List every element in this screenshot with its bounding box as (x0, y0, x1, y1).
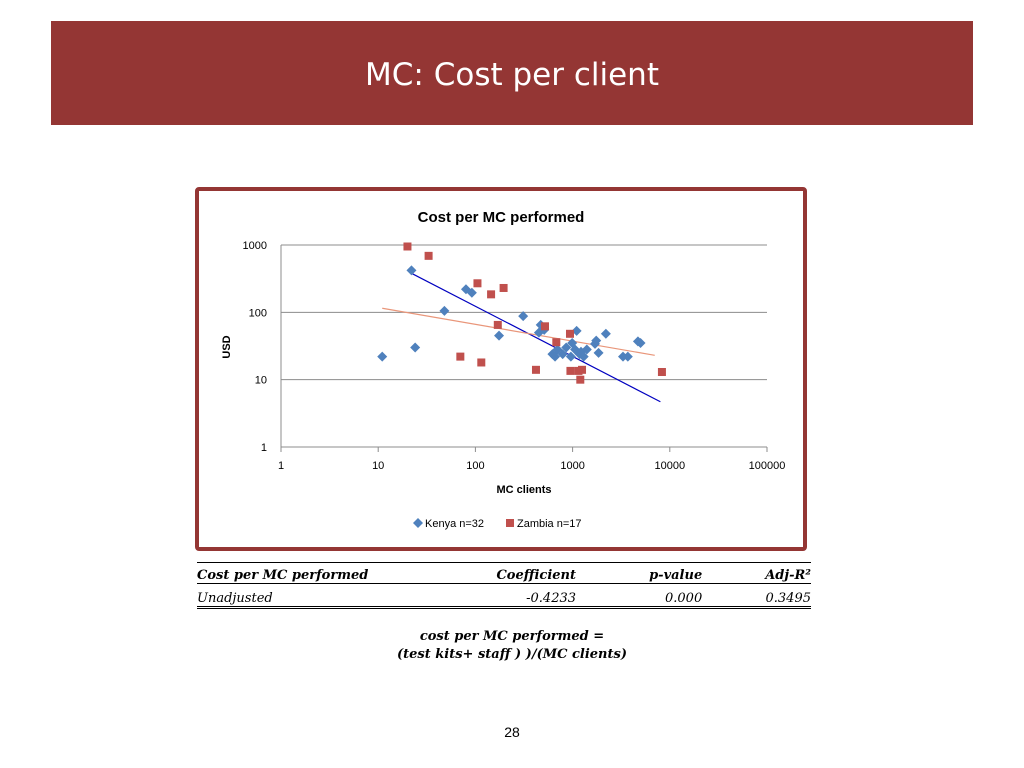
zambia-point (565, 329, 574, 338)
zambia-point (499, 283, 508, 292)
formula-note: cost per MC performed = (test kits+ staf… (300, 628, 724, 664)
chart-axes: 1 10 100 1000 1 10 100 1000 10000 100000 (243, 240, 786, 472)
table-header-row: Cost per MC performed Coefficient p-valu… (197, 562, 811, 584)
scatter-chart: 1 10 100 1000 1 10 100 1000 10000 100000 Cost per… (221, 209, 786, 530)
zambia-point (456, 352, 465, 361)
table-row: Unadjusted -0.4233 0.000 0.3495 (197, 583, 811, 609)
table-header: Cost per MC performed (197, 562, 387, 584)
y-tick-label: 1000 (243, 240, 267, 252)
kenya-point (635, 338, 646, 349)
kenya-point (550, 351, 561, 362)
kenya-point (561, 342, 572, 353)
y-tick-label: 10 (255, 375, 267, 387)
kenya-point (593, 347, 604, 358)
zambia-point (487, 290, 496, 299)
zambia-point (657, 367, 666, 376)
kenya-point (591, 335, 602, 346)
table-cell: 0.3495 (702, 583, 811, 609)
zambia-point (473, 279, 482, 288)
zambia-point (578, 365, 587, 374)
kenya-point (567, 338, 578, 349)
x-tick-label: 100 (466, 460, 484, 472)
kenya-point (571, 325, 582, 336)
legend-diamond-icon (413, 518, 423, 528)
chart-trendlines (382, 272, 661, 403)
table-header: Coefficient (387, 562, 577, 584)
page-number: 28 (504, 724, 520, 740)
table-cell: 0.000 (576, 583, 703, 609)
chart-marks (377, 242, 666, 384)
x-tick-label: 10000 (655, 460, 686, 472)
x-tick-label: 100000 (749, 460, 786, 472)
kenya-point (518, 311, 529, 322)
formula-line: cost per MC performed = (419, 629, 605, 644)
zambia-point (424, 251, 433, 260)
kenya-point (600, 328, 611, 339)
chart-frame: 1 10 100 1000 1 10 100 1000 10000 100000 Cost per… (195, 187, 807, 551)
chart-legend: Kenya n=32 Zambia n=17 (413, 518, 582, 530)
zambia-point (566, 366, 575, 375)
trendline (411, 272, 661, 403)
table-cell: -0.4233 (387, 583, 577, 609)
legend-square-icon (506, 519, 514, 527)
kenya-point (410, 342, 421, 353)
zambia-point (576, 375, 585, 384)
legend-label: Kenya n=32 (425, 518, 484, 530)
trendline (382, 307, 655, 356)
zambia-point (493, 320, 502, 329)
zambia-point (531, 365, 540, 374)
kenya-point (406, 265, 417, 276)
slide-title: MC: Cost per client (365, 57, 659, 93)
zambia-point (540, 322, 549, 331)
kenya-point (552, 344, 563, 355)
chart-grid (281, 244, 767, 448)
kenya-point (581, 344, 592, 355)
x-tick-label: 1 (278, 460, 284, 472)
table-cell: Unadjusted (197, 583, 387, 609)
kenya-point (622, 351, 633, 362)
title-bar: MC: Cost per client (51, 21, 973, 125)
kenya-point (578, 351, 589, 362)
kenya-point (466, 287, 477, 298)
y-tick-label: 100 (249, 307, 267, 319)
zambia-point (552, 338, 561, 347)
x-tick-label: 1000 (560, 460, 584, 472)
legend-label: Zambia n=17 (517, 518, 582, 530)
kenya-point (494, 330, 505, 341)
kenya-point (565, 351, 576, 362)
chart-title: Cost per MC performed (418, 209, 585, 226)
x-axis-label: MC clients (496, 484, 551, 496)
kenya-point (439, 305, 450, 316)
y-tick-label: 1 (261, 442, 267, 454)
regression-table: Cost per MC performed Coefficient p-valu… (197, 562, 811, 609)
kenya-point (377, 351, 388, 362)
zambia-point (477, 358, 486, 367)
table-header: p-value (576, 562, 703, 584)
kenya-point (557, 349, 568, 360)
zambia-point (403, 242, 412, 251)
formula-line: (test kits+ staff ) )/(MC clients) (397, 647, 627, 662)
x-tick-label: 10 (372, 460, 384, 472)
y-axis-label: USD (221, 335, 233, 358)
table-header: Adj-R² (702, 562, 811, 584)
